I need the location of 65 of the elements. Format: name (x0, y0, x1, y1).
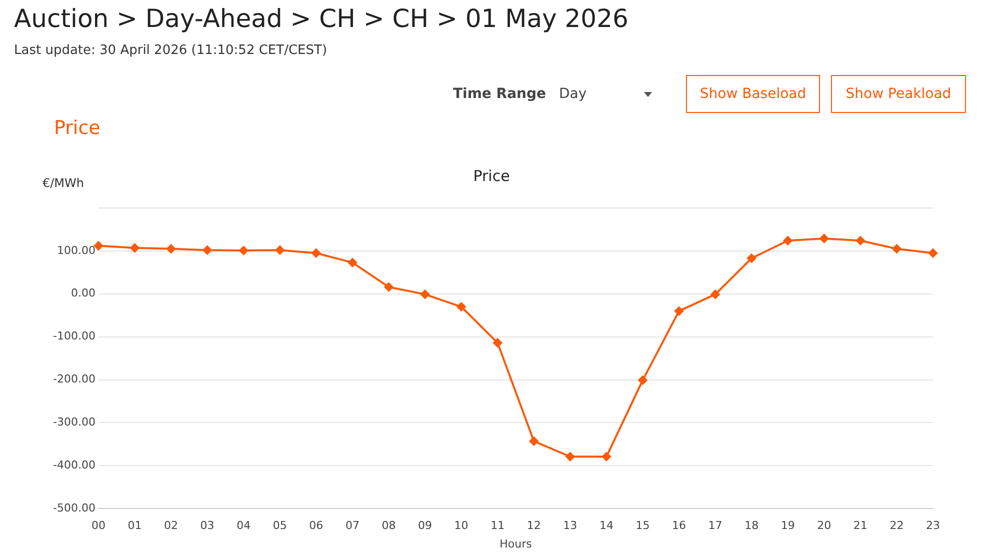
point (892, 244, 902, 254)
point (710, 290, 720, 299)
point (674, 306, 684, 316)
point (928, 248, 938, 258)
text: Show Baseload (686, 75, 820, 113)
x-tick-label: 03 (200, 519, 214, 532)
point (638, 376, 648, 385)
x-tick-label: 21 (853, 519, 868, 532)
chart-subtitle: Last update: 30 April 2026 (11:10:52 CET/CEST) (14, 43, 328, 58)
point (856, 236, 865, 246)
x-tick-label: 09 (418, 519, 432, 532)
chart-title: Auction > Day-Ahead > CH > CH > 01 May 2026 (14, 4, 628, 33)
y-tick-label: 0.00 (70, 286, 96, 300)
x-tick-label: 19 (780, 519, 795, 532)
point (348, 258, 357, 268)
point (529, 436, 538, 446)
x-tick-label: 23 (926, 519, 940, 532)
x-tick-label: 20 (817, 519, 832, 532)
x-tick-label: 11 (490, 519, 505, 532)
x-tick-label: 06 (309, 519, 324, 532)
x-tick-label: 08 (382, 519, 396, 532)
point (747, 254, 756, 263)
x-tick-label: 02 (164, 519, 178, 532)
y-tick-label: -500.00 (52, 501, 96, 514)
x-tick-label: 01 (128, 519, 142, 532)
x-tick-label: 22 (890, 519, 904, 532)
x-tick-label: 00 (91, 519, 106, 532)
x-tick-label: 13 (563, 519, 578, 532)
point (239, 246, 248, 256)
x-tick-label: 04 (236, 519, 251, 532)
text: Price (54, 117, 100, 139)
point (456, 302, 466, 312)
y-axis-title: €/MWh (42, 176, 84, 190)
point (94, 241, 103, 250)
point (493, 338, 502, 348)
point (783, 236, 792, 246)
y-tick-label: -300.00 (52, 416, 96, 429)
x-tick-label: 17 (708, 519, 722, 532)
y-tick-label: 100.00 (56, 244, 96, 257)
y-tick-label: -100.00 (52, 330, 96, 343)
point (166, 244, 176, 254)
x-tick-label: 05 (272, 519, 287, 532)
text: Time Range (453, 86, 546, 102)
x-tick-label: 12 (526, 519, 541, 532)
y-tick-label: -200.00 (52, 372, 96, 386)
text: Price (473, 166, 510, 185)
point (420, 290, 430, 299)
y-tick-label: -400.00 (52, 458, 96, 472)
x-tick-label: 07 (345, 519, 360, 532)
text: Day (559, 86, 587, 102)
text: Show Peakload (831, 75, 966, 113)
x-axis-title: Hours (500, 537, 532, 550)
point (275, 246, 284, 255)
x-tick-label: 18 (744, 519, 759, 532)
point (130, 243, 140, 252)
x-tick-label: 10 (454, 519, 468, 532)
point (820, 234, 829, 243)
point (202, 246, 212, 255)
x-tick-label: 16 (672, 519, 686, 532)
x-tick-label: 14 (599, 519, 614, 532)
x-tick-label: 15 (636, 519, 650, 532)
point (312, 248, 321, 258)
point (384, 282, 394, 292)
point (602, 452, 611, 462)
point (566, 452, 575, 462)
